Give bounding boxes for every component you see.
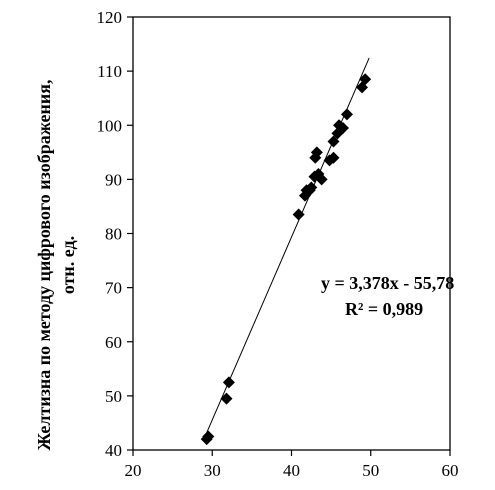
y-tick-label: 60	[105, 333, 122, 352]
y-tick-label: 70	[105, 279, 122, 298]
x-tick-label: 40	[283, 461, 300, 480]
data-points	[200, 73, 372, 446]
y-axis-title-line2: отн. ед.	[58, 236, 78, 294]
x-tick-label: 20	[125, 461, 142, 480]
data-point	[310, 146, 323, 159]
trendline-r-squared: R² = 0,989	[345, 299, 423, 319]
axis-tick-labels: 40 50 60 70 80 90 100 110 120 20 30 40 50 60	[97, 8, 459, 480]
data-point	[359, 73, 372, 86]
y-tick-label: 90	[105, 170, 122, 189]
y-tick-label: 40	[105, 441, 122, 460]
data-point	[340, 108, 353, 121]
trendline	[203, 57, 370, 439]
data-point	[315, 173, 328, 186]
x-tick-label: 60	[442, 461, 459, 480]
data-point	[220, 392, 233, 405]
plot-area-frame	[132, 16, 451, 451]
data-point	[305, 181, 318, 194]
data-point	[327, 151, 340, 164]
data-point	[202, 430, 215, 443]
x-tick-label: 50	[362, 461, 379, 480]
y-tick-label: 110	[97, 62, 122, 81]
x-tick-label: 30	[204, 461, 221, 480]
data-point	[292, 208, 305, 221]
data-point	[331, 127, 344, 140]
y-axis-title-line1: Желтизна по методу цифрового изображения…	[34, 80, 54, 451]
data-point	[337, 121, 350, 134]
axis-ticks	[127, 16, 451, 456]
y-tick-label: 100	[97, 116, 123, 135]
y-tick-label: 120	[97, 8, 123, 27]
y-tick-label: 80	[105, 225, 122, 244]
data-point	[222, 376, 235, 389]
y-tick-label: 50	[105, 387, 122, 406]
trendline-equation: y = 3,378x - 55,78	[321, 273, 454, 293]
data-point	[327, 135, 340, 148]
y-axis-title: Желтизна по методу цифрового изображения…	[34, 80, 78, 451]
